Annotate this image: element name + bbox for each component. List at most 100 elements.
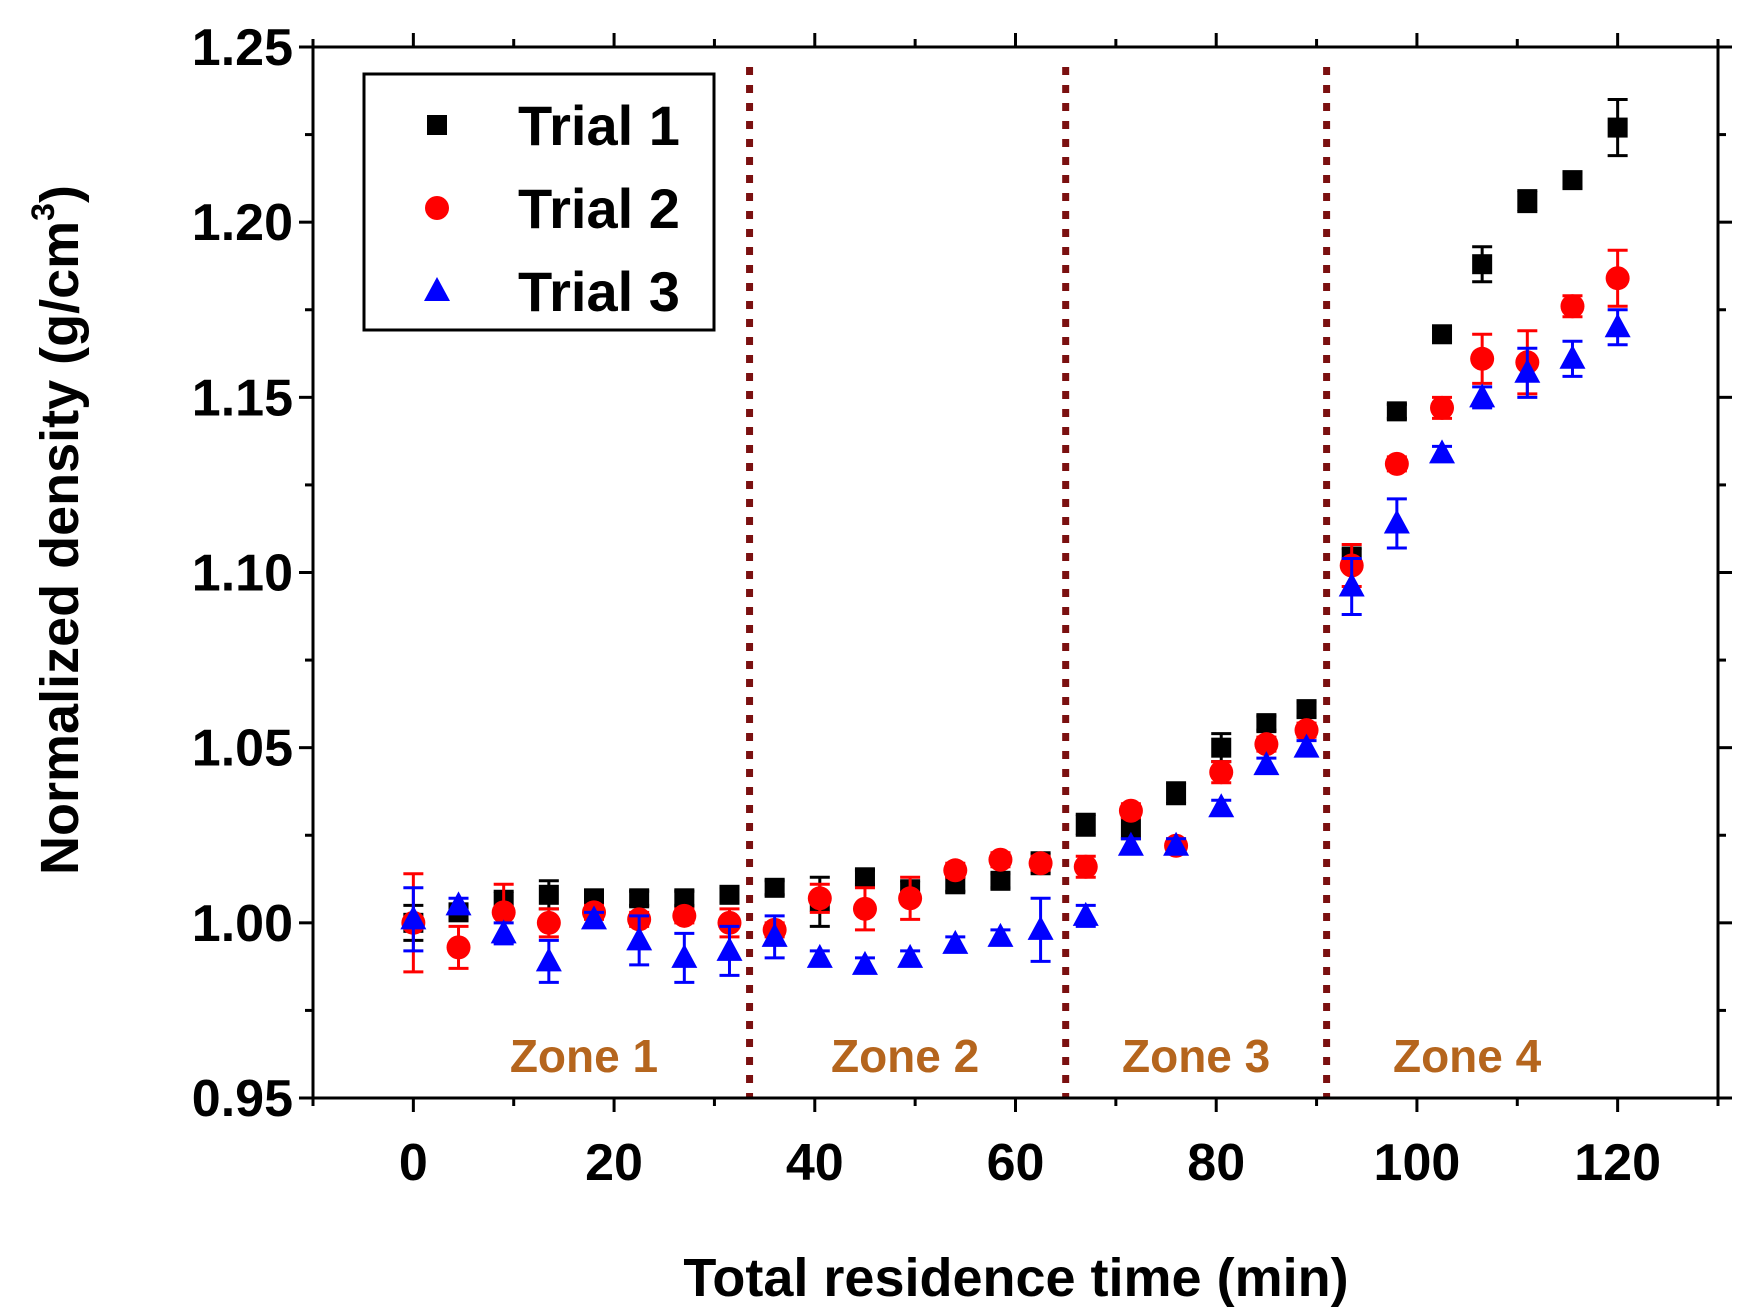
data-point bbox=[1118, 798, 1143, 823]
data-point bbox=[1166, 783, 1187, 804]
data-point bbox=[854, 867, 875, 888]
legend-marker bbox=[425, 196, 449, 220]
data-point bbox=[1073, 854, 1098, 879]
data-point bbox=[1469, 383, 1496, 408]
data-point bbox=[1075, 814, 1096, 835]
series-trial-3 bbox=[400, 308, 1631, 984]
data-point bbox=[897, 943, 924, 968]
y-axis-title-close: ) bbox=[30, 185, 90, 203]
x-axis-ticks: 0 20 40 60 80 100 120 bbox=[311, 33, 1720, 1192]
data-point bbox=[987, 922, 1014, 947]
zone-label: Zone 1 bbox=[510, 1030, 658, 1082]
data-point bbox=[581, 905, 607, 930]
data-point bbox=[1120, 818, 1141, 839]
data-point bbox=[1208, 793, 1235, 818]
data-point bbox=[719, 884, 740, 905]
series-trial-2 bbox=[401, 248, 1630, 974]
data-point bbox=[672, 903, 697, 928]
x-tick-label: 0 bbox=[399, 1134, 428, 1192]
legend-marker bbox=[424, 277, 450, 301]
y-tick-label: 1.15 bbox=[192, 369, 293, 427]
data-point bbox=[942, 929, 969, 954]
data-point bbox=[1027, 915, 1054, 940]
data-point bbox=[852, 896, 877, 921]
data-point bbox=[1562, 170, 1583, 191]
data-point bbox=[671, 943, 698, 968]
data-point bbox=[851, 950, 878, 975]
data-point bbox=[626, 926, 653, 951]
zone-boundary-lines bbox=[746, 67, 1331, 1098]
y-tick-label: 1.25 bbox=[192, 19, 293, 77]
legend-label: Trial 3 bbox=[518, 260, 680, 323]
data-point bbox=[400, 905, 427, 930]
data-point bbox=[1253, 751, 1280, 776]
data-point bbox=[1559, 344, 1586, 369]
data-point bbox=[1211, 737, 1232, 758]
y-axis-title-superscript: 3 bbox=[25, 203, 61, 221]
data-point bbox=[807, 886, 832, 911]
data-point bbox=[1386, 401, 1407, 422]
data-point bbox=[1209, 760, 1234, 785]
legend-box bbox=[362, 72, 716, 332]
x-tick-label: 20 bbox=[585, 1134, 643, 1192]
legend: Trial 1 Trial 2 Trial 3 bbox=[362, 72, 716, 332]
data-point bbox=[1604, 313, 1631, 338]
data-point bbox=[1163, 831, 1190, 856]
data-point bbox=[1472, 254, 1493, 275]
x-tick-label: 120 bbox=[1574, 1134, 1661, 1192]
legend-label: Trial 2 bbox=[518, 177, 680, 240]
data-point bbox=[1254, 732, 1279, 757]
legend-label: Trial 1 bbox=[518, 94, 680, 157]
data-point bbox=[761, 922, 788, 947]
data-point bbox=[1072, 901, 1099, 926]
data-point bbox=[1605, 266, 1630, 291]
data-point bbox=[764, 877, 785, 898]
y-tick-label: 1.05 bbox=[192, 720, 293, 778]
data-point bbox=[629, 888, 650, 909]
data-point bbox=[1470, 346, 1495, 371]
data-point bbox=[1430, 395, 1455, 420]
data-point bbox=[1560, 294, 1585, 319]
zone-label: Zone 4 bbox=[1393, 1030, 1542, 1082]
data-point bbox=[717, 910, 742, 935]
zone-label: Zone 3 bbox=[1122, 1030, 1270, 1082]
data-point bbox=[536, 910, 561, 935]
data-point bbox=[445, 891, 472, 916]
data-point bbox=[1028, 851, 1053, 876]
x-axis-title: Total residence time (min) bbox=[683, 1248, 1348, 1308]
data-point bbox=[674, 888, 695, 909]
data-point bbox=[990, 870, 1011, 891]
data-point bbox=[535, 947, 562, 972]
zone-label: Zone 2 bbox=[831, 1030, 979, 1082]
x-tick-label: 80 bbox=[1187, 1134, 1245, 1192]
y-axis-ticks: 0.95 1.00 1.05 1.10 1.15 1.20 1.25 bbox=[192, 19, 1732, 1128]
data-point bbox=[446, 935, 471, 960]
y-axis-title: Normalized density (g/cm3) bbox=[25, 185, 90, 875]
data-point bbox=[988, 847, 1013, 872]
data-point bbox=[716, 936, 743, 961]
y-axis-title-main: Normalized density (g/cm bbox=[30, 221, 90, 875]
data-point bbox=[1117, 831, 1144, 856]
data-point bbox=[538, 884, 559, 905]
data-point bbox=[1432, 324, 1453, 345]
data-point bbox=[1517, 191, 1538, 212]
data-point bbox=[1384, 451, 1409, 476]
y-tick-label: 1.20 bbox=[192, 194, 293, 252]
y-tick-label: 1.00 bbox=[192, 895, 293, 953]
y-tick-label: 1.10 bbox=[192, 545, 293, 603]
data-point bbox=[1293, 733, 1320, 758]
data-series bbox=[400, 98, 1631, 984]
data-point bbox=[1338, 572, 1365, 597]
data-point bbox=[490, 919, 517, 944]
data-point bbox=[1294, 718, 1319, 743]
legend-marker bbox=[427, 115, 447, 135]
y-tick-label: 0.95 bbox=[192, 1070, 293, 1128]
data-point bbox=[1296, 699, 1317, 720]
data-point bbox=[1256, 713, 1277, 734]
data-point bbox=[1607, 117, 1628, 138]
zone-labels: Zone 1 Zone 2 Zone 3 Zone 4 bbox=[510, 1030, 1542, 1082]
data-point bbox=[491, 900, 516, 925]
data-point bbox=[898, 886, 923, 911]
x-tick-label: 100 bbox=[1374, 1134, 1461, 1192]
